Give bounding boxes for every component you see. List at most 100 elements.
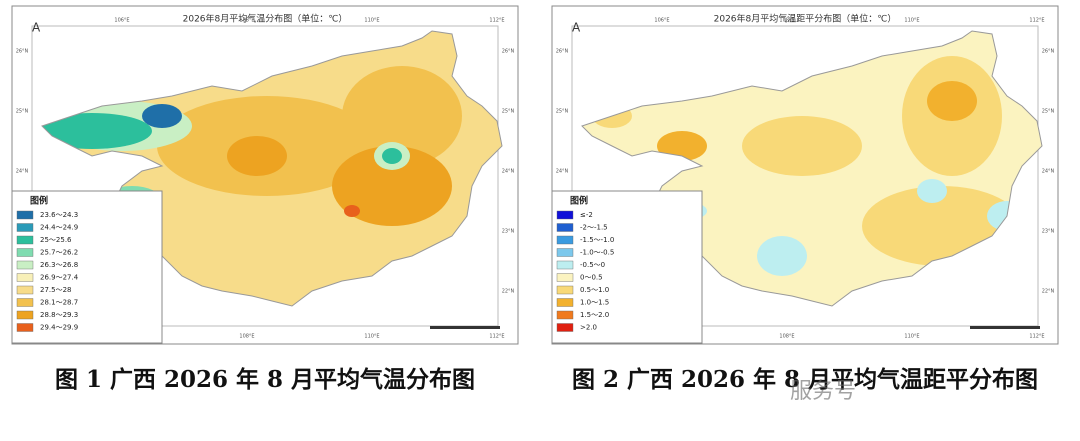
legend-label: 24.4～24.9	[40, 224, 78, 232]
lat-label: 26°N	[16, 49, 29, 55]
legend-label: -1.5～-1.0	[580, 236, 614, 244]
legend-label: 29.4～29.9	[40, 324, 78, 332]
map-zone	[927, 81, 977, 121]
legend-swatch	[556, 235, 574, 245]
legend-swatch	[556, 298, 574, 307]
legend-swatch	[16, 248, 34, 257]
map-zone	[227, 136, 287, 176]
legend: 图例 ≤-2 -2～-1.5 -1.5～-1.0 -1.0～-0.5 -0.5～0 0～0.…	[551, 190, 703, 344]
legend-swatch	[16, 235, 34, 245]
legend-heading: 图例	[30, 195, 48, 207]
lon-label: 110°E	[904, 334, 919, 340]
legend-label: -0.5～0	[580, 261, 605, 269]
legend-label: 23.6～24.3	[40, 211, 78, 219]
north-arrow: A	[32, 21, 41, 35]
legend-label: 26.3～26.8	[40, 261, 78, 269]
legend-swatch	[556, 223, 574, 232]
lon-label: 108°E	[239, 18, 254, 24]
north-arrow: A	[572, 21, 581, 35]
lat-label: 23°N	[1042, 229, 1055, 235]
lat-label: 25°N	[16, 109, 29, 115]
lat-label: 24°N	[1042, 169, 1055, 175]
lat-label: 25°N	[502, 109, 515, 115]
legend-box	[11, 190, 163, 344]
map-panel: 2026年8月平均气温距平分布图（单位：℃）106°E106°E108°E108…	[551, 5, 1059, 345]
lat-label: 25°N	[1042, 109, 1055, 115]
map-zone	[742, 116, 862, 176]
map-zone	[382, 148, 402, 164]
legend-label: >2.0	[580, 324, 597, 332]
lon-label: 110°E	[904, 18, 919, 24]
lat-label: 24°N	[556, 169, 569, 175]
map-title: 2026年8月平均气温分布图（单位：℃）	[183, 13, 348, 25]
legend-swatch	[16, 260, 34, 270]
lon-label: 110°E	[364, 18, 379, 24]
legend-swatch	[16, 273, 34, 282]
legend-swatch	[556, 310, 574, 320]
lon-label: 106°E	[114, 18, 129, 24]
province-map	[42, 31, 502, 306]
legend-label: 0.5～1.0	[580, 286, 609, 294]
legend-label: 27.5～28	[40, 286, 72, 294]
legend-label: 1.0～1.5	[580, 299, 609, 307]
legend-label: 26.9～27.4	[40, 274, 79, 282]
legend-label: 25～25.6	[40, 236, 72, 244]
lat-label: 26°N	[556, 49, 569, 55]
lon-label: 108°E	[779, 334, 794, 340]
lat-label: 24°N	[16, 169, 29, 175]
lat-label: 22°N	[1042, 289, 1055, 295]
lat-label: 25°N	[556, 109, 569, 115]
legend-label: 25.7～26.2	[40, 249, 78, 257]
legend-box	[551, 190, 703, 344]
legend-label: ≤-2	[580, 211, 593, 219]
legend-label: -2～-1.5	[580, 224, 608, 232]
legend-label: 28.1～28.7	[40, 299, 78, 307]
legend-heading: 图例	[570, 195, 588, 207]
legend-swatch	[556, 248, 574, 257]
caption: 图 2 广西 2026 年 8 月平均气温距平分布图	[572, 366, 1038, 393]
map-panel: 2026年8月平均气温分布图（单位：℃）106°E106°E108°E108°E…	[11, 5, 519, 345]
legend-label: -1.0～-0.5	[580, 249, 614, 257]
legend-swatch	[16, 298, 34, 307]
legend-swatch	[16, 323, 34, 332]
legend-swatch	[16, 285, 34, 295]
lon-label: 112°E	[1029, 18, 1044, 24]
legend-swatch	[556, 260, 574, 270]
scale-bar	[430, 326, 500, 329]
map-zone	[344, 205, 360, 217]
lat-label: 26°N	[502, 49, 515, 55]
legend-label: 1.5～2.0	[580, 311, 609, 319]
map-frame	[571, 25, 1039, 327]
map-zone	[332, 146, 452, 226]
map-zone	[142, 104, 182, 128]
map-zone	[917, 179, 947, 203]
legend-label: 0～0.5	[580, 274, 603, 282]
lat-label: 23°N	[502, 229, 515, 235]
map-title: 2026年8月平均气温距平分布图（单位：℃）	[714, 13, 897, 25]
lon-label: 106°E	[654, 18, 669, 24]
scale-bar	[970, 326, 1040, 329]
legend-swatch	[556, 210, 574, 220]
caption: 图 1 广西 2026 年 8 月平均气温分布图	[55, 366, 475, 393]
map-zone	[42, 113, 152, 149]
lon-label: 112°E	[489, 18, 504, 24]
map-zone	[342, 66, 462, 166]
lat-label: 22°N	[502, 289, 515, 295]
lat-label: 26°N	[1042, 49, 1055, 55]
lon-label: 112°E	[489, 334, 504, 340]
lon-label: 108°E	[239, 334, 254, 340]
map-frame	[31, 25, 499, 327]
province-border	[581, 30, 1043, 307]
province-border	[41, 30, 503, 307]
legend-label: 28.8～29.3	[40, 311, 78, 319]
legend-swatch	[16, 310, 34, 320]
lon-label: 112°E	[1029, 334, 1044, 340]
lon-label: 108°E	[779, 18, 794, 24]
lon-label: 110°E	[364, 334, 379, 340]
legend: 图例 23.6～24.3 24.4～24.9 25～25.6 25.7～26.2 26.3…	[11, 190, 163, 344]
legend-swatch	[16, 223, 34, 232]
legend-swatch	[556, 285, 574, 295]
legend-swatch	[556, 323, 574, 332]
map-zone	[757, 236, 807, 276]
